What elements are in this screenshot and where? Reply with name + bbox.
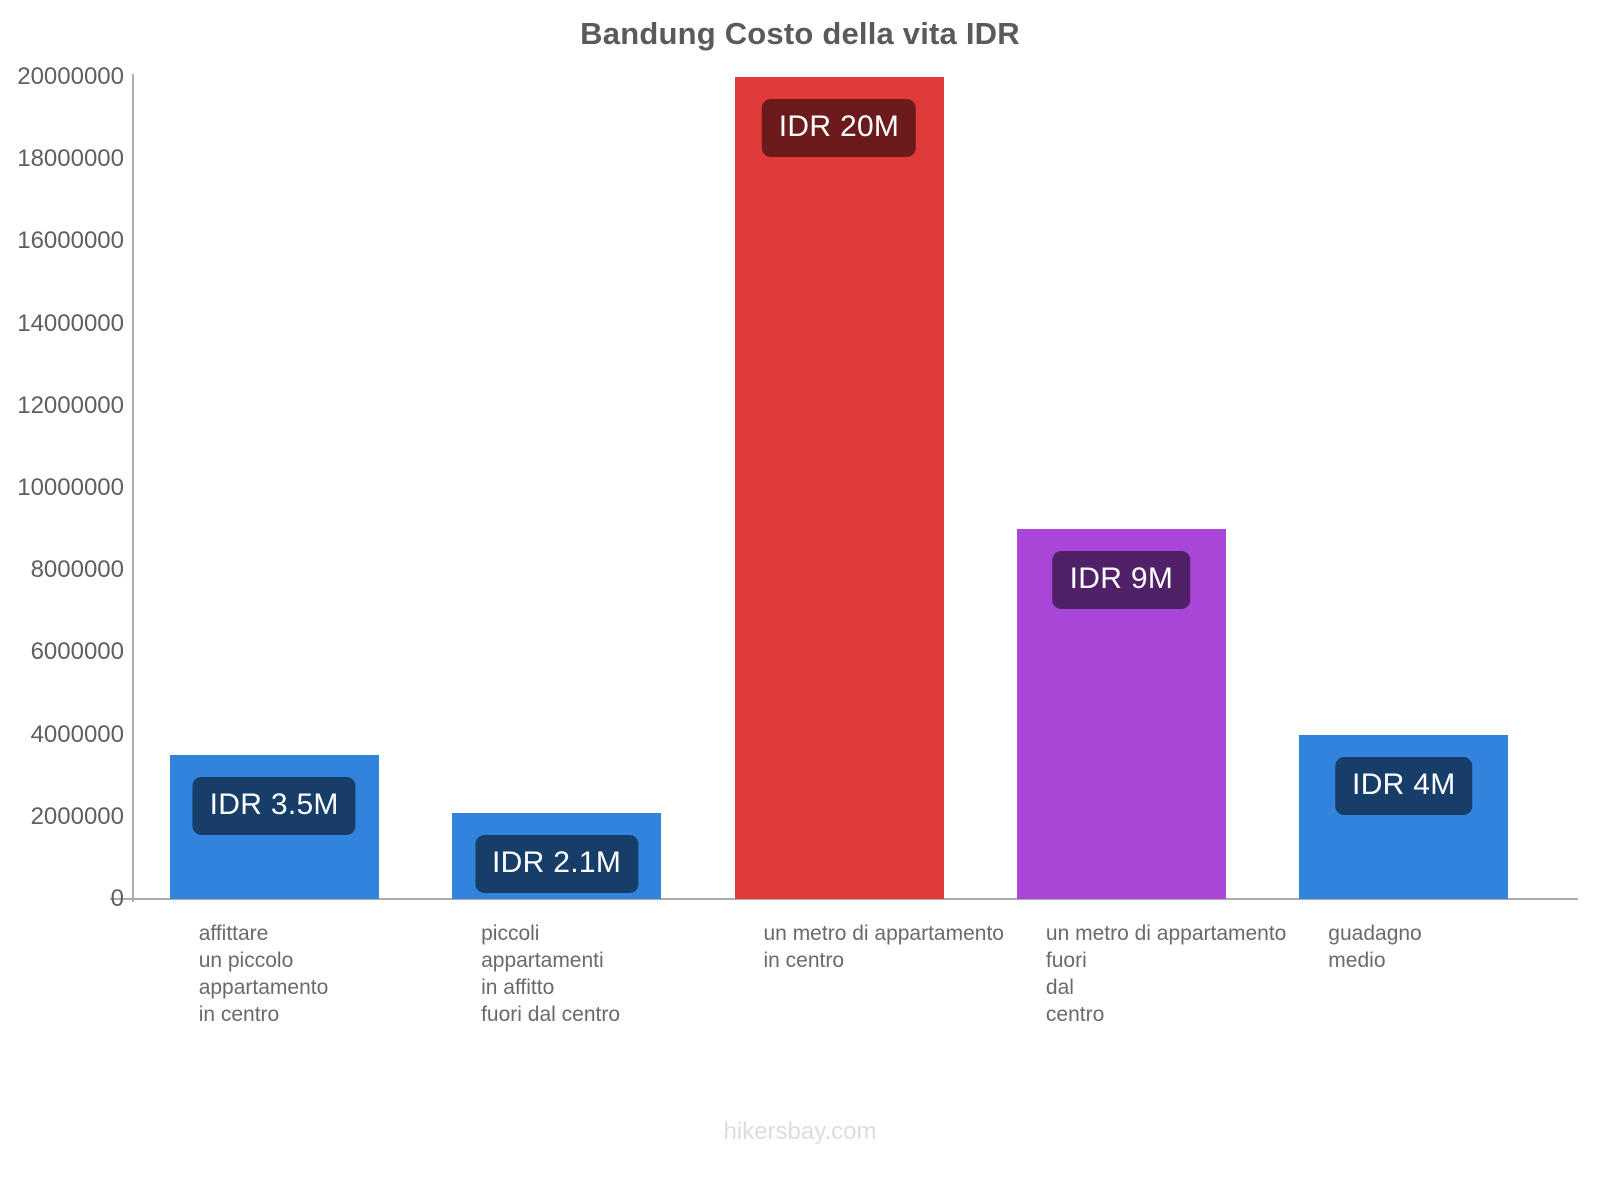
x-axis-category-label: guadagno medio (1328, 922, 1422, 972)
y-axis-tick-label: 20000000 (17, 63, 124, 90)
bar-value-label: IDR 4M (1335, 756, 1473, 815)
y-axis-tick-label: 2000000 (30, 802, 124, 830)
y-axis-tick-label: 10000000 (17, 474, 124, 501)
bar-value-label: IDR 3.5M (192, 777, 356, 836)
y-axis-tick-label: 12000000 (17, 391, 124, 419)
x-axis-line (110, 898, 1578, 900)
plot-area: IDR 3.5M IDR 2.1M IDR 20M IDR 9M IDR 4M (133, 77, 1545, 899)
x-axis-category-label: un metro di appartamento in centro (763, 922, 1004, 972)
y-axis-tick-label: 16000000 (17, 227, 124, 255)
y-axis-tick-label: 0 (110, 885, 124, 912)
bar-value-label: IDR 9M (1052, 551, 1191, 610)
x-axis-category-label: piccoli appartamenti in affitto fuori da… (481, 922, 621, 1026)
footer-watermark: hikersbay.com (723, 1118, 877, 1145)
bar[interactable] (734, 77, 944, 899)
y-axis-line (132, 74, 134, 902)
y-axis-tick-label: 4000000 (30, 720, 124, 748)
y-axis-tick-label: 18000000 (17, 145, 124, 173)
bar-value-label: IDR 20M (761, 99, 917, 157)
y-axis-tick-label: 14000000 (17, 309, 124, 337)
y-axis-tick-label: 8000000 (30, 556, 124, 584)
bar-value-label: IDR 2.1M (475, 834, 639, 893)
y-axis-tick-label: 6000000 (30, 638, 124, 666)
x-axis-category-label: un metro di appartamento fuori dal centr… (1045, 922, 1287, 1026)
x-axis-category-label: affittare un piccolo appartamento in cen… (198, 922, 329, 1026)
chart-title: Bandung Costo della vita IDR (580, 16, 1020, 51)
